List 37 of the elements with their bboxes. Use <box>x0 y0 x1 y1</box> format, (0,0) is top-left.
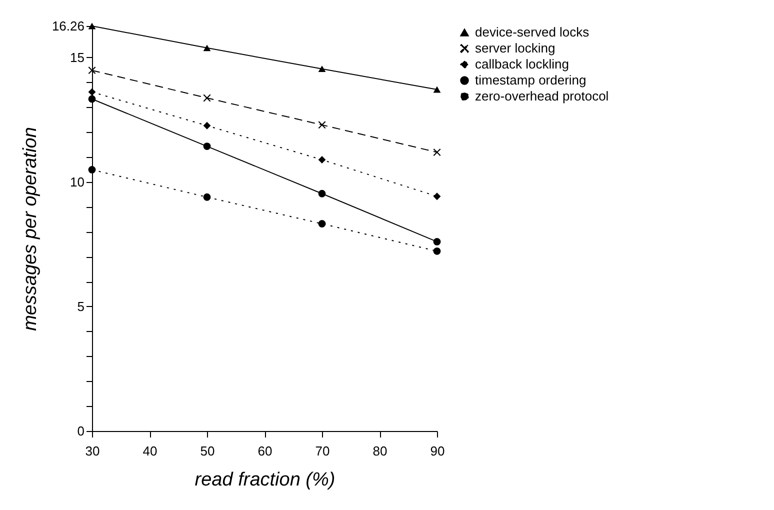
legend-label: callback lockling <box>475 56 569 72</box>
point <box>203 193 211 201</box>
point <box>88 66 96 74</box>
x-tick-label: 80 <box>372 444 388 458</box>
point <box>318 220 326 228</box>
legend-label: device-served locks <box>475 24 590 40</box>
point <box>433 192 441 200</box>
y-tick-label: 0 <box>77 424 84 438</box>
x-tick-label: 60 <box>258 444 272 458</box>
point <box>88 166 96 174</box>
point <box>433 148 441 156</box>
point <box>203 44 211 52</box>
x-tick-label: 40 <box>142 444 158 458</box>
point <box>318 66 326 72</box>
point <box>88 88 96 96</box>
point <box>318 190 326 198</box>
point <box>318 121 326 129</box>
x-tick-label: 30 <box>85 444 100 458</box>
y-tick-label: 16.26 <box>52 18 84 34</box>
point <box>203 142 211 150</box>
point <box>433 86 441 93</box>
point <box>433 247 441 255</box>
legend-label: zero-overhead protocol <box>475 88 609 104</box>
point <box>88 95 96 103</box>
y-tick-label: 10 <box>70 174 84 190</box>
y-tick-label: 15 <box>70 50 84 65</box>
point <box>203 94 211 102</box>
point <box>203 122 211 130</box>
x-tick-label: 90 <box>430 444 445 458</box>
legend-label: server locking <box>475 40 556 56</box>
point <box>433 238 441 246</box>
x-tick-label: 50 <box>200 444 215 458</box>
legend-label: timestamp ordering <box>475 72 586 88</box>
y-tick-label: 5 <box>77 298 84 314</box>
x-axis-title: read fraction (%) <box>194 470 336 490</box>
y-axis-title: messages per operation <box>20 127 41 331</box>
x-tick-label: 70 <box>315 444 330 458</box>
